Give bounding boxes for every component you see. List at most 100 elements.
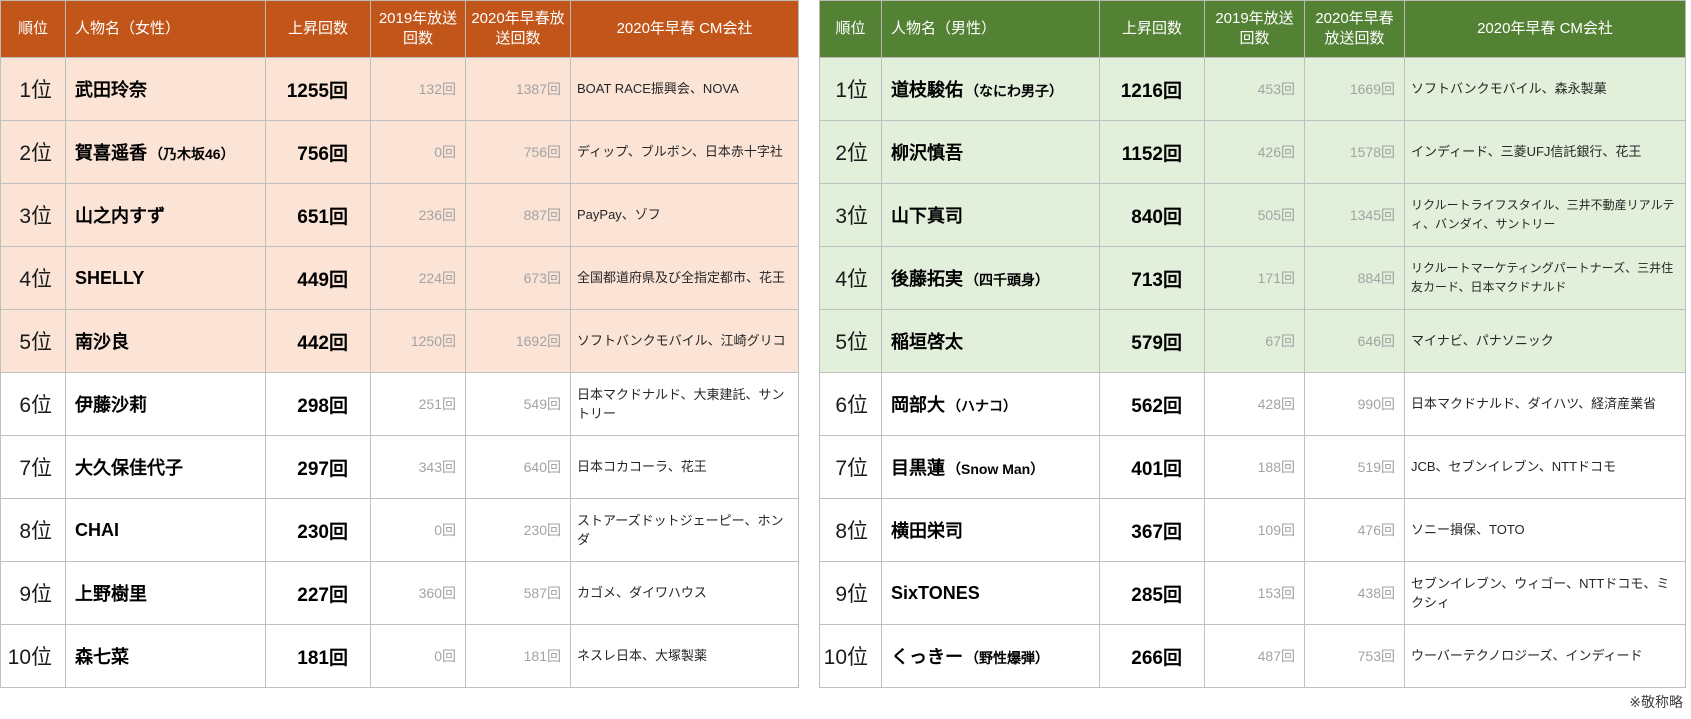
women-rank-row-7: 7位 大久保佳代子 297回 343回 640回 日本コカコーラ、花王 (0, 435, 799, 499)
person-name: CHAI (75, 519, 119, 540)
honorific-omitted-note: ※敬称略 (1629, 694, 1683, 710)
men-row2-cm: インディード、三菱UFJ信託銀行、花王 (1404, 120, 1686, 184)
ranking-tables-row: 順位 人物名（女性） 上昇回数 2019年放送回数 2020年早春放送回数 2020年早春… (0, 0, 1686, 688)
women-row8-rank: 8位 (0, 498, 66, 562)
men-row1-cm: ソフトバンクモバイル、森永製菓 (1404, 57, 1686, 121)
women-row10-y2019: 0回 (370, 624, 466, 688)
men-row10-name: くっきー （野性爆弾） (881, 624, 1100, 688)
women-column-header-y2020: 2020年早春放送回数 (465, 0, 571, 58)
women-row3-rise: 651回 (265, 183, 371, 247)
person-name: 大久保佳代子 (75, 458, 183, 478)
women-row5-rise: 442回 (265, 309, 371, 373)
men-rank-row-4: 4位 後藤拓実 （四千頭身） 713回 171回 884回 リクルートマーケティングパートナ… (819, 246, 1686, 310)
women-row5-y2019: 1250回 (370, 309, 466, 373)
women-row10-name: 森七菜 (65, 624, 266, 688)
men-row1-rank: 1位 (819, 57, 882, 121)
men-column-header-y2019: 2019年放送回数 (1204, 0, 1305, 58)
men-row2-name: 柳沢慎吾 (881, 120, 1100, 184)
men-row3-rise: 840回 (1099, 183, 1205, 247)
women-row4-y2019: 224回 (370, 246, 466, 310)
men-row5-rank: 5位 (819, 309, 882, 373)
person-name: 稲垣啓太 (891, 332, 963, 352)
men-row6-name: 岡部大 （ハナコ） (881, 372, 1100, 436)
person-name: 柳沢慎吾 (891, 143, 963, 163)
women-row4-rise: 449回 (265, 246, 371, 310)
women-row9-rise: 227回 (265, 561, 371, 625)
men-row10-y2020: 753回 (1304, 624, 1405, 688)
women-column-header-name: 人物名（女性） (65, 0, 266, 58)
men-column-header-name: 人物名（男性） (881, 0, 1100, 58)
men-row6-rise: 562回 (1099, 372, 1205, 436)
person-name: SHELLY (75, 267, 145, 288)
men-row9-name: SixTONES (881, 561, 1100, 625)
men-row8-rise: 367回 (1099, 498, 1205, 562)
women-row8-rise: 230回 (265, 498, 371, 562)
women-row9-rank: 9位 (0, 561, 66, 625)
men-row4-y2019: 171回 (1204, 246, 1305, 310)
women-row1-name: 武田玲奈 (65, 57, 266, 121)
person-group: （野性爆弾） (965, 650, 1049, 666)
women-rank-row-8: 8位 CHAI 230回 0回 230回 ストアーズドットジェーピー、ホンダ (0, 498, 799, 562)
men-row2-y2019: 426回 (1204, 120, 1305, 184)
women-rank-row-4: 4位 SHELLY 449回 224回 673回 全国都道府県及び全指定都市、花王 (0, 246, 799, 310)
person-name: 山之内すず (75, 206, 165, 226)
women-row2-rise: 756回 (265, 120, 371, 184)
women-row1-rank: 1位 (0, 57, 66, 121)
men-row8-y2019: 109回 (1204, 498, 1305, 562)
women-row10-y2020: 181回 (465, 624, 571, 688)
men-row7-rise: 401回 (1099, 435, 1205, 499)
person-name: 南沙良 (75, 332, 129, 352)
women-row3-y2020: 887回 (465, 183, 571, 247)
men-rank-row-6: 6位 岡部大 （ハナコ） 562回 428回 990回 日本マクドナルド、ダイハツ、経済産業… (819, 372, 1686, 436)
person-name: 上野樹里 (75, 584, 147, 604)
women-rank-row-6: 6位 伊藤沙莉 298回 251回 549回 日本マクドナルド、大東建託、サントリー (0, 372, 799, 436)
men-column-header-rank: 順位 (819, 0, 882, 58)
women-row7-y2019: 343回 (370, 435, 466, 499)
women-row7-rise: 297回 (265, 435, 371, 499)
women-row3-rank: 3位 (0, 183, 66, 247)
men-row8-rank: 8位 (819, 498, 882, 562)
women-row1-rise: 1255回 (265, 57, 371, 121)
women-row8-y2019: 0回 (370, 498, 466, 562)
women-row7-name: 大久保佳代子 (65, 435, 266, 499)
women-row7-y2020: 640回 (465, 435, 571, 499)
men-row4-cm: リクルートマーケティングパートナーズ、三井住友カード、日本マクドナルド (1404, 246, 1686, 310)
women-row9-y2020: 587回 (465, 561, 571, 625)
women-row6-name: 伊藤沙莉 (65, 372, 266, 436)
person-name: 岡部大 (891, 395, 945, 415)
women-row1-y2019: 132回 (370, 57, 466, 121)
women-header-row: 順位 人物名（女性） 上昇回数 2019年放送回数 2020年早春放送回数 2020年早春… (0, 0, 799, 58)
person-name: くっきー (891, 647, 963, 667)
men-row1-y2020: 1669回 (1304, 57, 1405, 121)
women-row3-y2019: 236回 (370, 183, 466, 247)
men-row7-y2019: 188回 (1204, 435, 1305, 499)
person-name: 森七菜 (75, 647, 129, 667)
men-row4-y2020: 884回 (1304, 246, 1405, 310)
person-name: SixTONES (891, 582, 980, 603)
women-rank-row-2: 2位 賀喜遥香 （乃木坂46） 756回 0回 756回 ディップ、ブルボン、日本赤十字社 (0, 120, 799, 184)
men-row7-name: 目黒蓮 （Snow Man） (881, 435, 1100, 499)
person-name: 道枝駿佑 (891, 80, 963, 100)
men-row3-cm: リクルートライフスタイル、三井不動産リアルティ、バンダイ、サントリー (1404, 183, 1686, 247)
person-group: （なにわ男子） (965, 83, 1063, 99)
men-row7-rank: 7位 (819, 435, 882, 499)
person-name: 賀喜遥香 (75, 143, 147, 163)
women-row5-name: 南沙良 (65, 309, 266, 373)
men-row4-rank: 4位 (819, 246, 882, 310)
women-row6-y2020: 549回 (465, 372, 571, 436)
men-row9-rank: 9位 (819, 561, 882, 625)
men-row7-cm: JCB、セブンイレブン、NTTドコモ (1404, 435, 1686, 499)
men-row6-y2019: 428回 (1204, 372, 1305, 436)
men-rank-row-9: 9位 SixTONES 285回 153回 438回 セブンイレブン、ウィゴー、NTTドコ… (819, 561, 1686, 625)
men-row6-rank: 6位 (819, 372, 882, 436)
women-row8-name: CHAI (65, 498, 266, 562)
men-row5-rise: 579回 (1099, 309, 1205, 373)
women-row4-name: SHELLY (65, 246, 266, 310)
men-row10-cm: ウーバーテクノロジーズ、インディード (1404, 624, 1686, 688)
person-group: （ハナコ） (947, 398, 1017, 414)
person-group: （四千頭身） (965, 272, 1049, 288)
men-row2-rank: 2位 (819, 120, 882, 184)
men-row2-rise: 1152回 (1099, 120, 1205, 184)
women-row9-y2019: 360回 (370, 561, 466, 625)
person-name: 伊藤沙莉 (75, 395, 147, 415)
